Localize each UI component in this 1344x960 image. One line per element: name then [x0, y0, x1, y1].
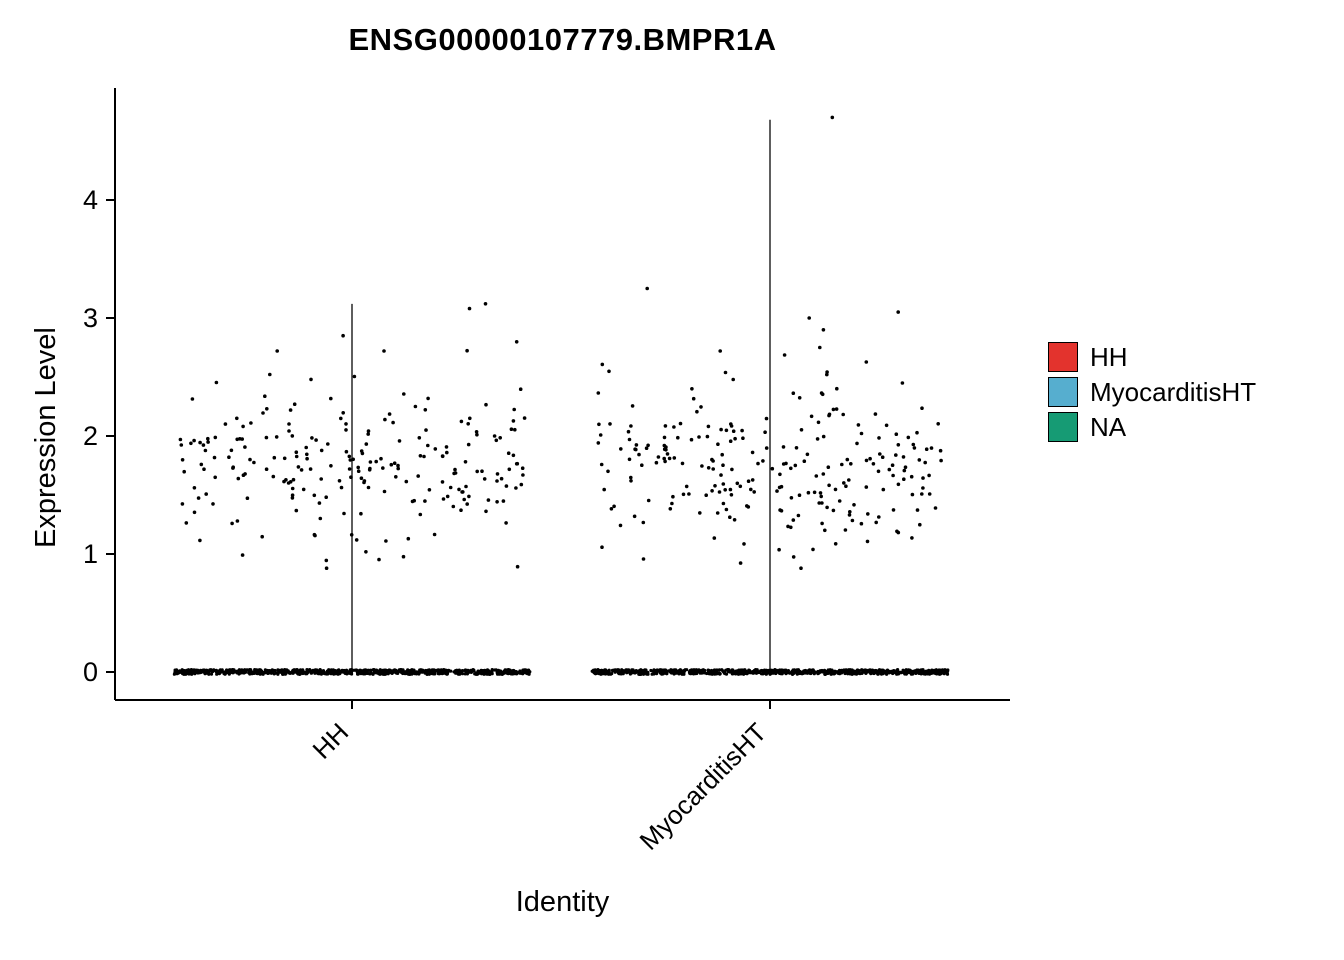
legend-label-hh: HH	[1090, 342, 1128, 372]
y-tick-label: 1	[83, 539, 98, 569]
y-axis-title: Expression Level	[30, 327, 62, 548]
x-axis-title: Identity	[515, 886, 610, 918]
x-tick-label: HH	[306, 717, 354, 765]
legend-label-myocarditisht: MyocarditisHT	[1090, 377, 1257, 407]
legend-item-myocarditisht: MyocarditisHT	[1048, 377, 1256, 407]
legend-item-na: NA	[1048, 412, 1256, 442]
legend-swatch-hh	[1048, 342, 1078, 372]
y-tick-label: 3	[83, 303, 98, 333]
y-tick-label: 2	[83, 421, 98, 451]
jitter-points-myocarditisht	[590, 115, 950, 677]
legend: HH MyocarditisHT NA	[1048, 342, 1256, 442]
legend-item-hh: HH	[1048, 342, 1256, 372]
legend-label-na: NA	[1090, 412, 1127, 442]
y-tick-label: 4	[83, 185, 98, 215]
y-tick-label: 0	[83, 657, 98, 687]
plot-title: ENSG00000107779.BMPR1A	[348, 22, 777, 57]
jitter-points-hh	[172, 302, 532, 677]
legend-swatch-myocarditisht	[1048, 377, 1078, 407]
legend-swatch-na	[1048, 412, 1078, 442]
x-tick-label: MyocarditisHT	[634, 717, 773, 856]
